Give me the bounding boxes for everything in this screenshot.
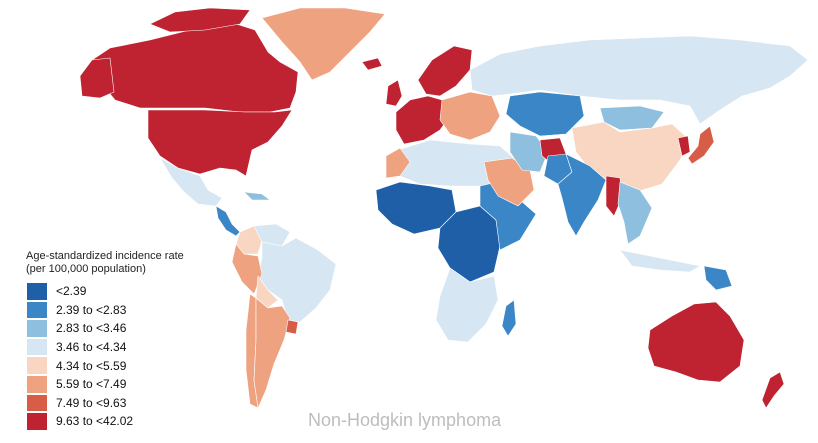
legend-label: 3.46 to <4.34 <box>56 340 127 355</box>
legend-item: 9.63 to <42.02 <box>26 412 184 431</box>
region-southern-africa <box>435 267 499 343</box>
legend-label: <2.39 <box>56 284 87 299</box>
region-united-states <box>147 109 293 177</box>
legend-swatch <box>26 412 48 431</box>
region-venezuela <box>253 223 291 247</box>
region-iran <box>509 131 549 173</box>
legend-swatch <box>26 282 48 301</box>
legend-swatch <box>26 319 48 338</box>
map-caption: Non-Hodgkin lymphoma <box>308 410 502 430</box>
region-central-africa <box>437 205 501 283</box>
region-southeast-asia <box>617 181 653 245</box>
legend-item: 4.34 to <5.59 <box>26 356 184 375</box>
map-legend: Age-standardized incidence rate (per 100… <box>26 250 184 431</box>
region-uruguay <box>285 319 299 335</box>
legend-swatch <box>26 356 48 375</box>
region-india <box>557 153 607 237</box>
legend-label: 5.59 to <7.49 <box>56 377 127 392</box>
legend-label: 9.63 to <42.02 <box>56 414 134 429</box>
region-scandinavia <box>417 45 473 97</box>
legend-label: 7.49 to <9.63 <box>56 395 127 410</box>
region-papua-new-guinea <box>703 265 733 291</box>
legend-label: 2.83 to <3.46 <box>56 321 127 336</box>
region-canada-islands <box>149 7 251 33</box>
legend-swatch <box>26 337 48 357</box>
region-morocco <box>385 147 411 179</box>
legend-item: 7.49 to <9.63 <box>26 393 184 413</box>
legend-label: 2.39 to <2.83 <box>56 302 127 317</box>
legend-item: 3.46 to <4.34 <box>26 337 184 357</box>
legend-swatch <box>26 374 48 394</box>
region-australia <box>647 301 745 383</box>
region-madagascar <box>501 299 517 337</box>
region-central-america <box>215 205 241 237</box>
legend-label: 4.34 to <5.59 <box>56 358 127 373</box>
region-argentina <box>253 297 291 409</box>
region-caribbean <box>243 191 271 201</box>
legend-swatch <box>26 300 48 320</box>
region-alaska <box>79 57 115 99</box>
legend-item: <2.39 <box>26 282 184 301</box>
legend-swatch <box>26 393 48 413</box>
region-russia <box>469 35 809 125</box>
region-new-zealand <box>761 371 785 409</box>
region-japan <box>687 125 715 165</box>
region-central-asia <box>505 91 585 137</box>
legend-item: 2.39 to <2.83 <box>26 300 184 320</box>
region-greenland <box>261 7 386 81</box>
region-eastern-europe <box>439 91 501 141</box>
legend-item: 2.83 to <3.46 <box>26 319 184 338</box>
legend-item: 5.59 to <7.49 <box>26 374 184 394</box>
region-myanmar <box>605 175 623 217</box>
legend-subtitle: (per 100,000 population) <box>26 263 146 275</box>
region-mexico <box>159 157 223 207</box>
region-bolivia <box>255 275 279 309</box>
region-united-kingdom <box>385 79 403 107</box>
region-korea <box>677 135 691 157</box>
region-canada <box>91 21 299 113</box>
region-indonesia <box>619 249 701 273</box>
region-iceland <box>361 57 383 71</box>
legend-title: Age-standardized incidence rate <box>26 250 184 262</box>
